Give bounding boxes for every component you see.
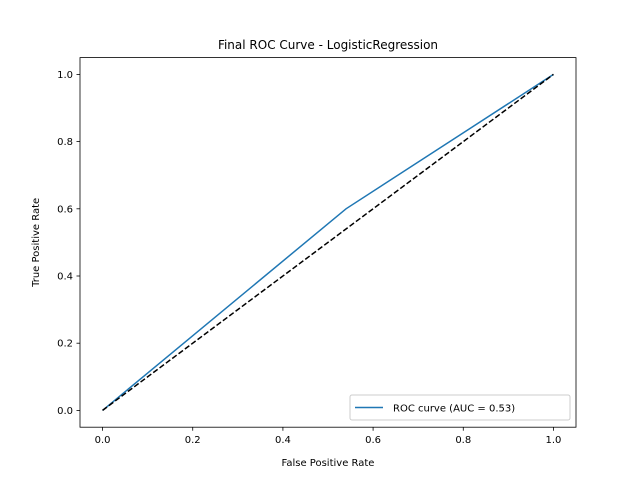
x-tick-label: 0.2 [185,435,201,446]
legend-label-roc-curve: ROC curve (AUC = 0.53) [393,404,515,415]
x-axis-ticks: 0.0 0.2 0.4 0.6 0.8 1.0 [95,427,562,446]
x-tick-label: 0.8 [455,435,471,446]
x-tick-label: 0.6 [365,435,381,446]
y-tick-label: 0.4 [57,272,73,283]
y-tick-label: 0.2 [57,339,73,350]
plot-lines [102,73,554,412]
chance-diagonal-line [102,73,554,412]
y-tick-label: 0.8 [57,137,73,148]
roc-curve-line [102,73,554,411]
y-axis-ticks: 0.0 0.2 0.4 0.6 0.8 1.0 [57,70,80,417]
y-axis-label: True Positive Rate [31,198,42,288]
y-tick-label: 0.0 [57,406,73,417]
x-axis-label: False Positive Rate [282,458,375,469]
x-tick-label: 1.0 [546,435,562,446]
plot-area-frame [79,57,577,428]
x-tick-label: 0.0 [95,435,111,446]
x-tick-label: 0.4 [275,435,291,446]
legend: ROC curve (AUC = 0.53) [349,394,571,421]
y-tick-label: 1.0 [57,70,73,81]
chart-title: Final ROC Curve - LogisticRegression [218,38,438,52]
y-tick-label: 0.6 [57,204,73,215]
legend-box [349,394,571,421]
